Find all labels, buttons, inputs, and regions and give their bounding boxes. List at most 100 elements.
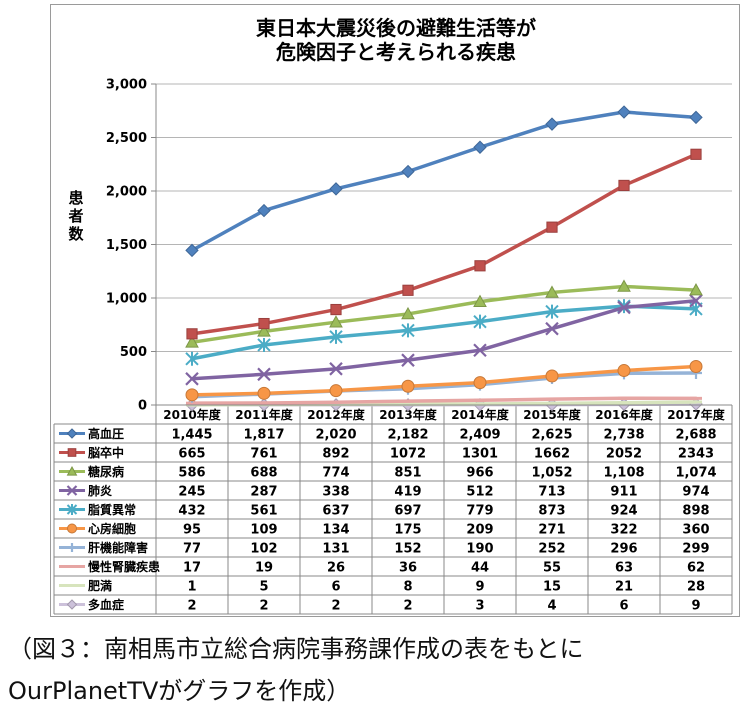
data-point <box>185 351 199 366</box>
table-cell-value: 586 <box>178 466 205 481</box>
data-point <box>401 164 415 179</box>
data-point <box>473 140 487 154</box>
x-category-label: 2016年度 <box>595 407 653 422</box>
table-cell-value: 2 <box>187 599 196 614</box>
x-category-label: 2014年度 <box>451 407 509 422</box>
series-name: 肺炎 <box>88 483 112 498</box>
table-cell-value: 15 <box>543 580 561 595</box>
series-line <box>190 364 698 397</box>
table-cell-value: 6 <box>619 599 628 614</box>
chart-title-line: 東日本大震災後の避難生活等が <box>256 16 536 40</box>
table-cell-value: 44 <box>471 561 489 576</box>
table-cell-value: 21 <box>615 580 633 595</box>
y-axis-label-char: 患 <box>68 189 83 207</box>
data-point <box>617 105 631 119</box>
table-cell-value: 62 <box>687 561 705 576</box>
series-line <box>190 299 698 381</box>
table-cell-value: 131 <box>322 542 349 557</box>
data-point <box>185 388 199 402</box>
table-cell-value: 2,625 <box>531 428 572 443</box>
table-cell-value: 1 <box>187 580 196 595</box>
data-point <box>473 376 487 390</box>
table-cell-value: 209 <box>466 523 493 538</box>
table-cell-value: 561 <box>250 504 277 519</box>
table-cell-value: 19 <box>255 561 273 576</box>
table-cell-value: 252 <box>538 542 565 557</box>
data-point <box>689 294 703 308</box>
data-point <box>185 243 199 258</box>
table-cell-value: 109 <box>250 523 277 538</box>
table-cell-value: 36 <box>399 561 417 576</box>
data-point <box>66 504 78 515</box>
x-category-label: 2010年度 <box>163 407 221 422</box>
series-name: 高血圧 <box>88 426 124 441</box>
table-cell-value: 512 <box>466 485 493 500</box>
table-cell-value: 190 <box>466 542 493 557</box>
table-cell-value: 2052 <box>606 447 642 462</box>
series-line <box>190 110 698 253</box>
y-tick-label: 0 <box>138 399 147 414</box>
data-point <box>473 343 487 357</box>
table-cell-value: 296 <box>610 542 637 557</box>
data-point <box>546 221 558 233</box>
series-name: 多血症 <box>88 597 124 612</box>
table-cell-value: 2,020 <box>315 428 356 443</box>
data-point <box>473 314 487 329</box>
table-cell-value: 8 <box>403 580 412 595</box>
series-name: 脳卒中 <box>88 445 124 460</box>
table-cell-value: 271 <box>538 523 565 538</box>
data-point <box>67 523 77 534</box>
data-point <box>329 384 343 398</box>
series-name: 脂質異常 <box>87 502 136 517</box>
data-point <box>545 285 559 298</box>
table-cell-value: 2,688 <box>675 428 716 443</box>
x-category-label: 2011年度 <box>235 407 293 422</box>
data-point <box>330 303 342 316</box>
data-point <box>66 428 78 439</box>
y-tick-label: 1,500 <box>106 238 147 253</box>
data-point <box>474 260 486 272</box>
table-cell-value: 697 <box>394 504 421 519</box>
caption-line-1: （図３：南相馬市立総合病院事務課作成の表をもとに <box>8 635 584 663</box>
data-point <box>473 294 487 307</box>
table-cell-value: 26 <box>327 561 345 576</box>
table-cell-value: 432 <box>178 504 205 519</box>
table-cell-value: 360 <box>682 523 709 538</box>
table-cell-value: 1,108 <box>603 466 644 481</box>
table-cell-value: 1072 <box>390 447 426 462</box>
series-line <box>190 304 698 361</box>
data-point <box>401 379 415 393</box>
table-cell-value: 95 <box>183 523 201 538</box>
table-cell-value: 5 <box>259 580 268 595</box>
table-cell-value: 2 <box>259 599 268 614</box>
series-name: 慢性腎臓疾患 <box>88 559 160 574</box>
data-point <box>545 369 559 383</box>
data-point <box>690 148 702 160</box>
data-point <box>257 367 271 382</box>
table-cell-value: 1,074 <box>675 466 716 481</box>
table-cell-value: 665 <box>178 447 205 462</box>
y-tick-label: 2,000 <box>106 185 147 200</box>
data-point <box>257 203 271 218</box>
data-point <box>617 279 631 292</box>
table-cell-value: 1,817 <box>243 428 284 443</box>
data-point <box>689 359 703 373</box>
caption: （図３：南相馬市立総合病院事務課作成の表をもとに OurPlanetTVがグラフ… <box>8 628 738 712</box>
chart-title-line: 危険因子と考えられる疾患 <box>276 40 516 64</box>
data-point <box>329 182 343 196</box>
table-cell-value: 966 <box>466 466 493 481</box>
table-cell-value: 2 <box>403 599 412 614</box>
table-cell-value: 55 <box>543 561 561 576</box>
table-cell-value: 9 <box>475 580 484 595</box>
data-point <box>67 448 77 457</box>
table-cell-value: 924 <box>610 504 637 519</box>
series-line <box>190 152 698 336</box>
table-cell-value: 851 <box>394 466 421 481</box>
data-point <box>258 317 270 330</box>
table-cell-value: 779 <box>466 504 493 519</box>
table-cell-value: 761 <box>250 447 277 462</box>
data-point <box>257 324 271 337</box>
data-point <box>67 543 77 552</box>
series-name: 肥満 <box>88 578 112 593</box>
